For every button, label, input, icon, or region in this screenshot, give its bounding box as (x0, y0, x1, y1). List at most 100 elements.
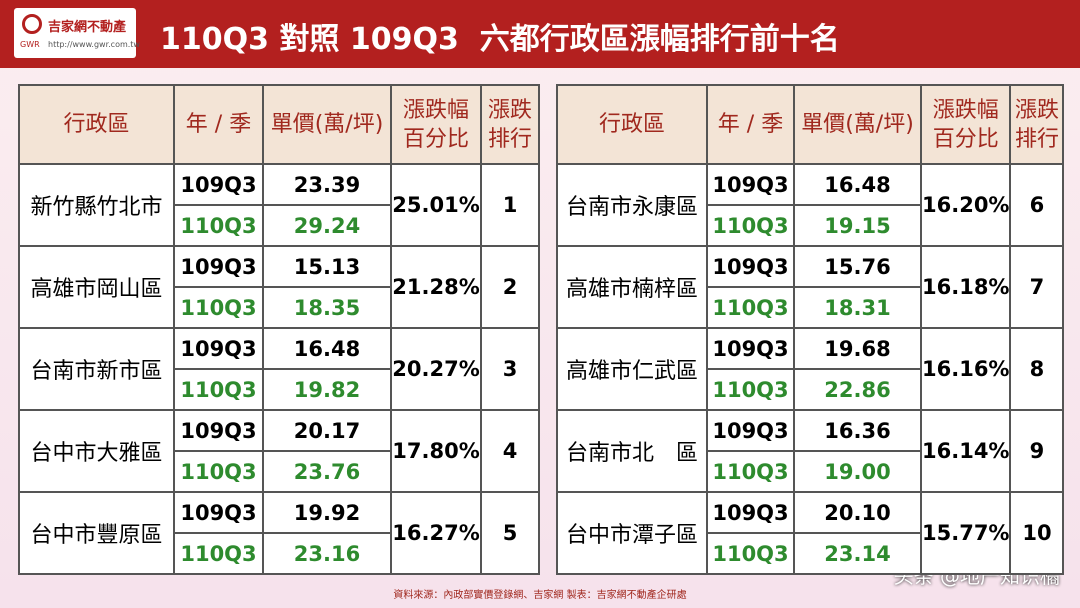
data-row: 110Q3 23.14 (557, 532, 1063, 575)
header-line: 漲跌幅 (932, 97, 999, 123)
table: 行政區年 / 季單價(萬/坪) 漲跌幅 百分比 漲跌 排行 新竹縣竹北市 109Q3 23.3… (18, 84, 540, 575)
period-cell: 110Q3 (706, 286, 795, 329)
header-cell: 單價(萬/坪) (793, 84, 922, 165)
rank-cell: 4 (480, 409, 540, 493)
data-row: 台中市豐原區 109Q3 19.92 16.27% 5 (18, 491, 540, 575)
period-cell: 110Q3 (173, 286, 264, 329)
district-cell: 台中市潭子區 (556, 491, 708, 575)
price-cell: 23.76 (262, 450, 392, 493)
price-cell: 19.92 (262, 491, 392, 534)
rank-cell: 6 (1009, 163, 1065, 247)
period-cell: 110Q3 (173, 368, 264, 411)
price-cell: 20.10 (793, 491, 922, 534)
period-cell: 110Q3 (706, 368, 795, 411)
price-cell: 19.00 (793, 450, 922, 493)
data-row: 台南市永康區 109Q3 16.48 16.20% 6 (556, 163, 1065, 247)
data-row: 高雄市岡山區 109Q3 15.13 21.28% 2 (18, 245, 540, 329)
change-cell: 16.18% (919, 245, 1012, 329)
district-cell: 台南市北 區 (556, 409, 708, 493)
period-cell: 109Q3 (173, 409, 264, 452)
price-cell: 22.86 (793, 368, 922, 411)
logo: 吉家網不動產 GWR http://www.gwr.com.tw (14, 8, 140, 58)
period-cell: 109Q3 (706, 327, 795, 370)
logo-icon (22, 14, 42, 34)
header-line: 漲跌幅 (402, 97, 469, 123)
header-cell: 漲跌幅 百分比 (919, 84, 1012, 165)
data-row: 110Q3 19.00 (557, 450, 1063, 493)
data-row: 新竹縣竹北市 109Q3 23.39 25.01% 1 (18, 163, 540, 247)
period-cell: 110Q3 (173, 532, 264, 575)
change-cell: 16.14% (919, 409, 1012, 493)
data-row: 台中市潭子區 109Q3 20.10 15.77% 10 (556, 491, 1065, 575)
change-cell: 16.16% (919, 327, 1012, 411)
price-cell: 18.31 (793, 286, 922, 329)
period-cell: 109Q3 (173, 163, 264, 206)
change-cell: 16.20% (919, 163, 1012, 247)
table: 行政區年 / 季單價(萬/坪) 漲跌幅 百分比 漲跌 排行 台南市永康區 109Q3 16.4… (556, 84, 1065, 575)
change-cell: 20.27% (390, 327, 482, 411)
header-bar (0, 0, 1080, 68)
header-line: 排行 (1014, 126, 1059, 152)
district-cell: 台南市永康區 (556, 163, 708, 247)
data-row: 110Q3 23.16 (19, 532, 539, 575)
logo-url: http://www.gwr.com.tw (48, 40, 140, 49)
rank-cell: 1 (480, 163, 540, 247)
data-row: 110Q3 23.76 (19, 450, 539, 493)
change-cell: 16.27% (390, 491, 482, 575)
data-row: 110Q3 22.86 (557, 368, 1063, 411)
data-row: 台中市大雅區 109Q3 20.17 17.80% 4 (18, 409, 540, 493)
change-cell: 17.80% (390, 409, 482, 493)
footer: 資料來源：內政部實價登錄網、吉家網 製表：吉家網不動產企研處 (393, 590, 687, 601)
price-cell: 19.82 (262, 368, 392, 411)
data-row: 110Q3 19.82 (19, 368, 539, 411)
price-cell: 16.36 (793, 409, 922, 452)
price-cell: 16.48 (262, 327, 392, 370)
header-cell: 漲跌 排行 (480, 84, 540, 165)
logo-name: 吉家網不動產 (48, 20, 127, 35)
data-row: 台南市北 區 109Q3 16.36 16.14% 9 (556, 409, 1065, 493)
rank-cell: 5 (480, 491, 540, 575)
price-cell: 15.76 (793, 245, 922, 288)
price-cell: 23.39 (262, 163, 392, 206)
price-cell: 29.24 (262, 204, 392, 247)
data-row: 110Q3 18.31 (557, 286, 1063, 329)
logo-badge: GWR (20, 40, 40, 49)
change-cell: 25.01% (390, 163, 482, 247)
price-cell: 19.68 (793, 327, 922, 370)
period-cell: 109Q3 (173, 327, 264, 370)
header-cell: 漲跌 排行 (1009, 84, 1065, 165)
rank-cell: 3 (480, 327, 540, 411)
period-cell: 109Q3 (706, 491, 795, 534)
period-cell: 110Q3 (173, 450, 264, 493)
title: 110Q3 對照 109Q3 六都行政區漲幅排行前十名 (160, 22, 840, 57)
change-cell: 21.28% (390, 245, 482, 329)
price-cell: 15.13 (262, 245, 392, 288)
period-cell: 109Q3 (706, 163, 795, 206)
period-cell: 109Q3 (706, 409, 795, 452)
rank-cell: 9 (1009, 409, 1065, 493)
data-row: 110Q3 29.24 (19, 204, 539, 247)
header-cell: 行政區 (556, 84, 708, 165)
district-cell: 台南市新市區 (18, 327, 175, 411)
district-cell: 高雄市岡山區 (18, 245, 175, 329)
period-cell: 110Q3 (706, 532, 795, 575)
price-cell: 18.35 (262, 286, 392, 329)
header-cell: 單價(萬/坪) (262, 84, 392, 165)
period-cell: 110Q3 (706, 450, 795, 493)
price-cell: 23.14 (793, 532, 922, 575)
data-row: 110Q3 18.35 (19, 286, 539, 329)
district-cell: 新竹縣竹北市 (18, 163, 175, 247)
header-row: 行政區年 / 季單價(萬/坪) 漲跌幅 百分比 漲跌 排行 (18, 84, 540, 165)
rank-cell: 2 (480, 245, 540, 329)
header-line: 百分比 (402, 126, 469, 152)
change-cell: 15.77% (919, 491, 1012, 575)
data-row: 高雄市仁武區 109Q3 19.68 16.16% 8 (556, 327, 1065, 411)
district-cell: 台中市豐原區 (18, 491, 175, 575)
data-row: 高雄市楠梓區 109Q3 15.76 16.18% 7 (556, 245, 1065, 329)
header-line: 排行 (487, 126, 532, 152)
price-cell: 16.48 (793, 163, 922, 206)
header-line: 漲跌 (1014, 97, 1059, 123)
header-cell: 年 / 季 (706, 84, 795, 165)
rank-cell: 8 (1009, 327, 1065, 411)
